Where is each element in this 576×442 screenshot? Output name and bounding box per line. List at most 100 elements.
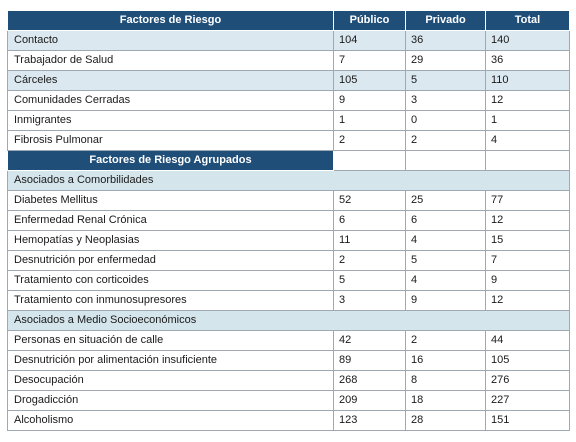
row-publico: 2 (333, 130, 406, 151)
row-privado: 36 (405, 30, 486, 51)
table-row: Desocupación 268 8 276 (7, 370, 570, 391)
header-total: Total (485, 10, 570, 31)
table-row: Trabajador de Salud 7 29 36 (7, 50, 570, 71)
empty-cell (333, 150, 406, 171)
row-privado: 25 (405, 190, 486, 211)
row-total: 4 (485, 130, 570, 151)
row-privado: 28 (405, 410, 486, 431)
row-privado: 2 (405, 330, 486, 351)
table-row: Cárceles 105 5 110 (7, 70, 570, 91)
row-total: 110 (485, 70, 570, 91)
row-publico: 209 (333, 390, 406, 411)
row-privado: 4 (405, 270, 486, 291)
row-label: Comunidades Cerradas (7, 90, 334, 111)
row-label: Cárceles (7, 70, 334, 91)
table-row: Drogadicción 209 18 227 (7, 390, 570, 411)
row-privado: 16 (405, 350, 486, 371)
row-total: 7 (485, 250, 570, 271)
row-total: 9 (485, 270, 570, 291)
row-publico: 52 (333, 190, 406, 211)
row-total: 276 (485, 370, 570, 391)
row-publico: 3 (333, 290, 406, 311)
table-row: Personas en situación de calle 42 2 44 (7, 330, 570, 351)
row-label: Enfermedad Renal Crónica (7, 210, 334, 231)
section-row-socioeconomic: Asociados a Medio Socioeconómicos (7, 310, 570, 331)
row-label: Tratamiento con inmunosupresores (7, 290, 334, 311)
row-publico: 42 (333, 330, 406, 351)
row-publico: 104 (333, 30, 406, 51)
section-row-comorbidities: Asociados a Comorbilidades (7, 170, 570, 191)
table-row: Enfermedad Renal Crónica 6 6 12 (7, 210, 570, 231)
row-privado: 4 (405, 230, 486, 251)
row-privado: 0 (405, 110, 486, 131)
row-label: Diabetes Mellitus (7, 190, 334, 211)
table-row: Contacto 104 36 140 (7, 30, 570, 51)
row-publico: 123 (333, 410, 406, 431)
row-privado: 2 (405, 130, 486, 151)
header-publico: Público (333, 10, 406, 31)
row-publico: 9 (333, 90, 406, 111)
table-row: Tratamiento con corticoides 5 4 9 (7, 270, 570, 291)
row-publico: 1 (333, 110, 406, 131)
row-publico: 268 (333, 370, 406, 391)
grouped-header-row: Factores de Riesgo Agrupados (7, 150, 570, 171)
row-total: 140 (485, 30, 570, 51)
table-row: Inmigrantes 1 0 1 (7, 110, 570, 131)
row-label: Trabajador de Salud (7, 50, 334, 71)
row-total: 1 (485, 110, 570, 131)
row-privado: 6 (405, 210, 486, 231)
row-total: 44 (485, 330, 570, 351)
row-privado: 5 (405, 250, 486, 271)
table-row: Alcoholismo 123 28 151 (7, 410, 570, 431)
table-row: Desnutrición por enfermedad 2 5 7 (7, 250, 570, 271)
row-total: 151 (485, 410, 570, 431)
row-privado: 8 (405, 370, 486, 391)
table-row: Tratamiento con inmunosupresores 3 9 12 (7, 290, 570, 311)
empty-cell (485, 150, 570, 171)
section-label: Asociados a Comorbilidades (7, 170, 570, 191)
row-privado: 9 (405, 290, 486, 311)
row-label: Fibrosis Pulmonar (7, 130, 334, 151)
row-label: Desnutrición por enfermedad (7, 250, 334, 271)
row-privado: 3 (405, 90, 486, 111)
header-privado: Privado (405, 10, 486, 31)
row-total: 227 (485, 390, 570, 411)
row-total: 12 (485, 290, 570, 311)
empty-cell (405, 150, 486, 171)
row-publico: 11 (333, 230, 406, 251)
table-row: Diabetes Mellitus 52 25 77 (7, 190, 570, 211)
risk-factors-table: Factores de Riesgo Público Privado Total… (7, 10, 570, 431)
row-label: Personas en situación de calle (7, 330, 334, 351)
row-label: Tratamiento con corticoides (7, 270, 334, 291)
row-total: 12 (485, 90, 570, 111)
grouped-header: Factores de Riesgo Agrupados (7, 150, 334, 171)
row-label: Alcoholismo (7, 410, 334, 431)
row-total: 36 (485, 50, 570, 71)
row-total: 77 (485, 190, 570, 211)
row-publico: 5 (333, 270, 406, 291)
row-label: Inmigrantes (7, 110, 334, 131)
row-publico: 6 (333, 210, 406, 231)
row-publico: 2 (333, 250, 406, 271)
table-header-row: Factores de Riesgo Público Privado Total (7, 10, 570, 31)
row-label: Hemopatías y Neoplasias (7, 230, 334, 251)
table-row: Hemopatías y Neoplasias 11 4 15 (7, 230, 570, 251)
row-total: 15 (485, 230, 570, 251)
row-total: 105 (485, 350, 570, 371)
row-label: Drogadicción (7, 390, 334, 411)
header-risk-factor: Factores de Riesgo (7, 10, 334, 31)
row-total: 12 (485, 210, 570, 231)
row-publico: 89 (333, 350, 406, 371)
row-privado: 18 (405, 390, 486, 411)
table-row: Desnutrición por alimentación insuficien… (7, 350, 570, 371)
row-publico: 105 (333, 70, 406, 91)
row-label: Contacto (7, 30, 334, 51)
row-label: Desocupación (7, 370, 334, 391)
table-row: Fibrosis Pulmonar 2 2 4 (7, 130, 570, 151)
row-privado: 29 (405, 50, 486, 71)
row-label: Desnutrición por alimentación insuficien… (7, 350, 334, 371)
section-label: Asociados a Medio Socioeconómicos (7, 310, 570, 331)
table-row: Comunidades Cerradas 9 3 12 (7, 90, 570, 111)
row-privado: 5 (405, 70, 486, 91)
row-publico: 7 (333, 50, 406, 71)
